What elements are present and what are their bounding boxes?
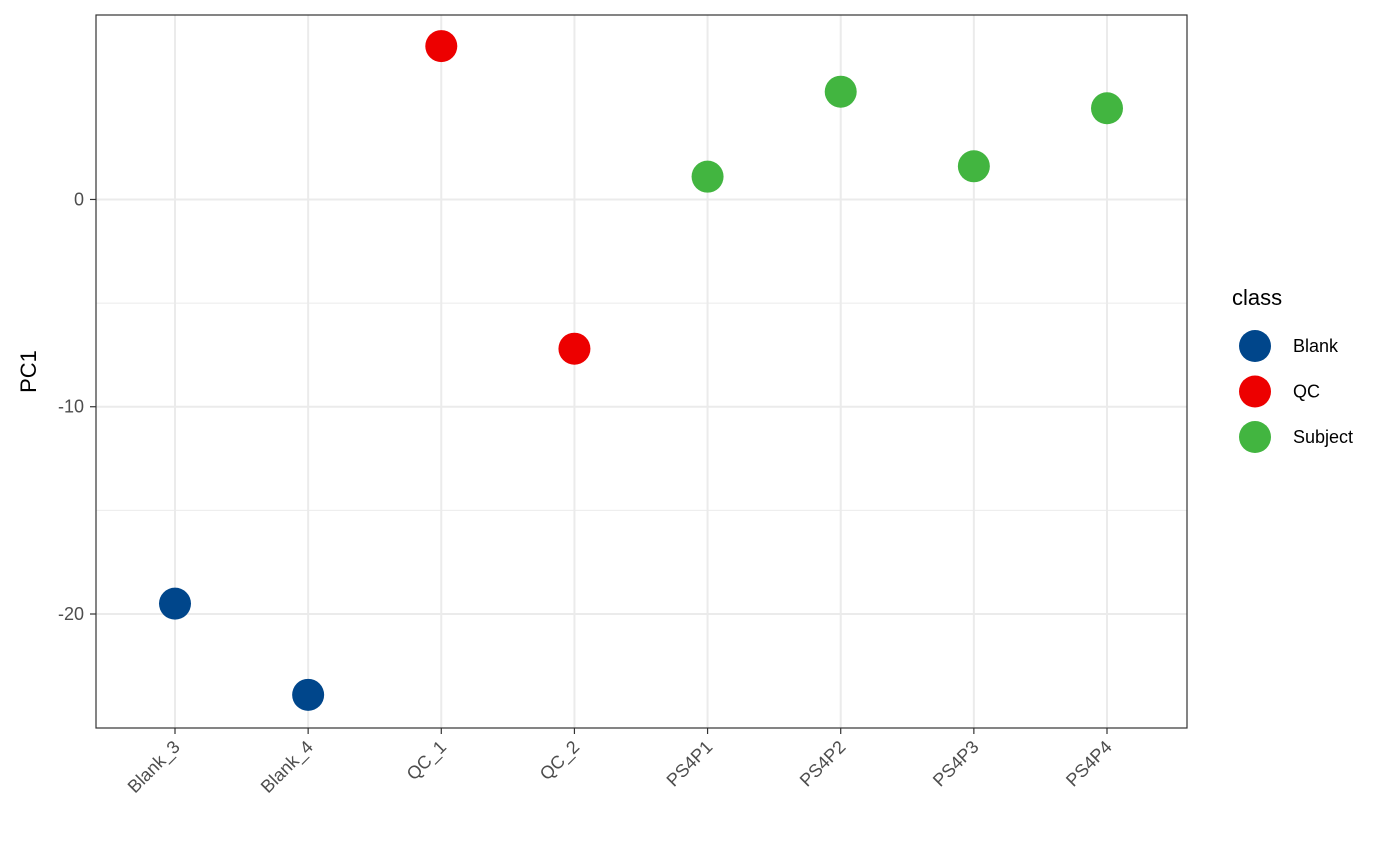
legend-label: QC — [1293, 382, 1320, 402]
y-tick-label: 0 — [74, 189, 84, 209]
legend: class Blank QC Subject — [1232, 285, 1353, 453]
legend-key — [1239, 421, 1271, 453]
data-point — [292, 678, 325, 711]
legend-label: Blank — [1293, 336, 1339, 356]
y-tick-label: -10 — [58, 397, 84, 417]
data-points — [159, 30, 1123, 711]
data-point — [957, 150, 990, 183]
grid-lines — [96, 15, 1187, 728]
plot-panel-border — [95, 14, 1188, 729]
data-point — [558, 332, 591, 365]
legend-key — [1239, 375, 1271, 408]
y-tick-label: -20 — [58, 604, 84, 624]
data-point — [1091, 92, 1123, 125]
legend-label: Subject — [1293, 427, 1353, 447]
legend-title: class — [1232, 285, 1282, 310]
data-point — [425, 30, 458, 63]
y-axis-title: PC1 — [16, 350, 41, 393]
y-axis: 0 -10 -20 — [58, 189, 96, 624]
data-point — [824, 75, 857, 108]
data-point — [691, 160, 724, 193]
legend-key — [1239, 330, 1271, 362]
data-point — [159, 587, 191, 620]
